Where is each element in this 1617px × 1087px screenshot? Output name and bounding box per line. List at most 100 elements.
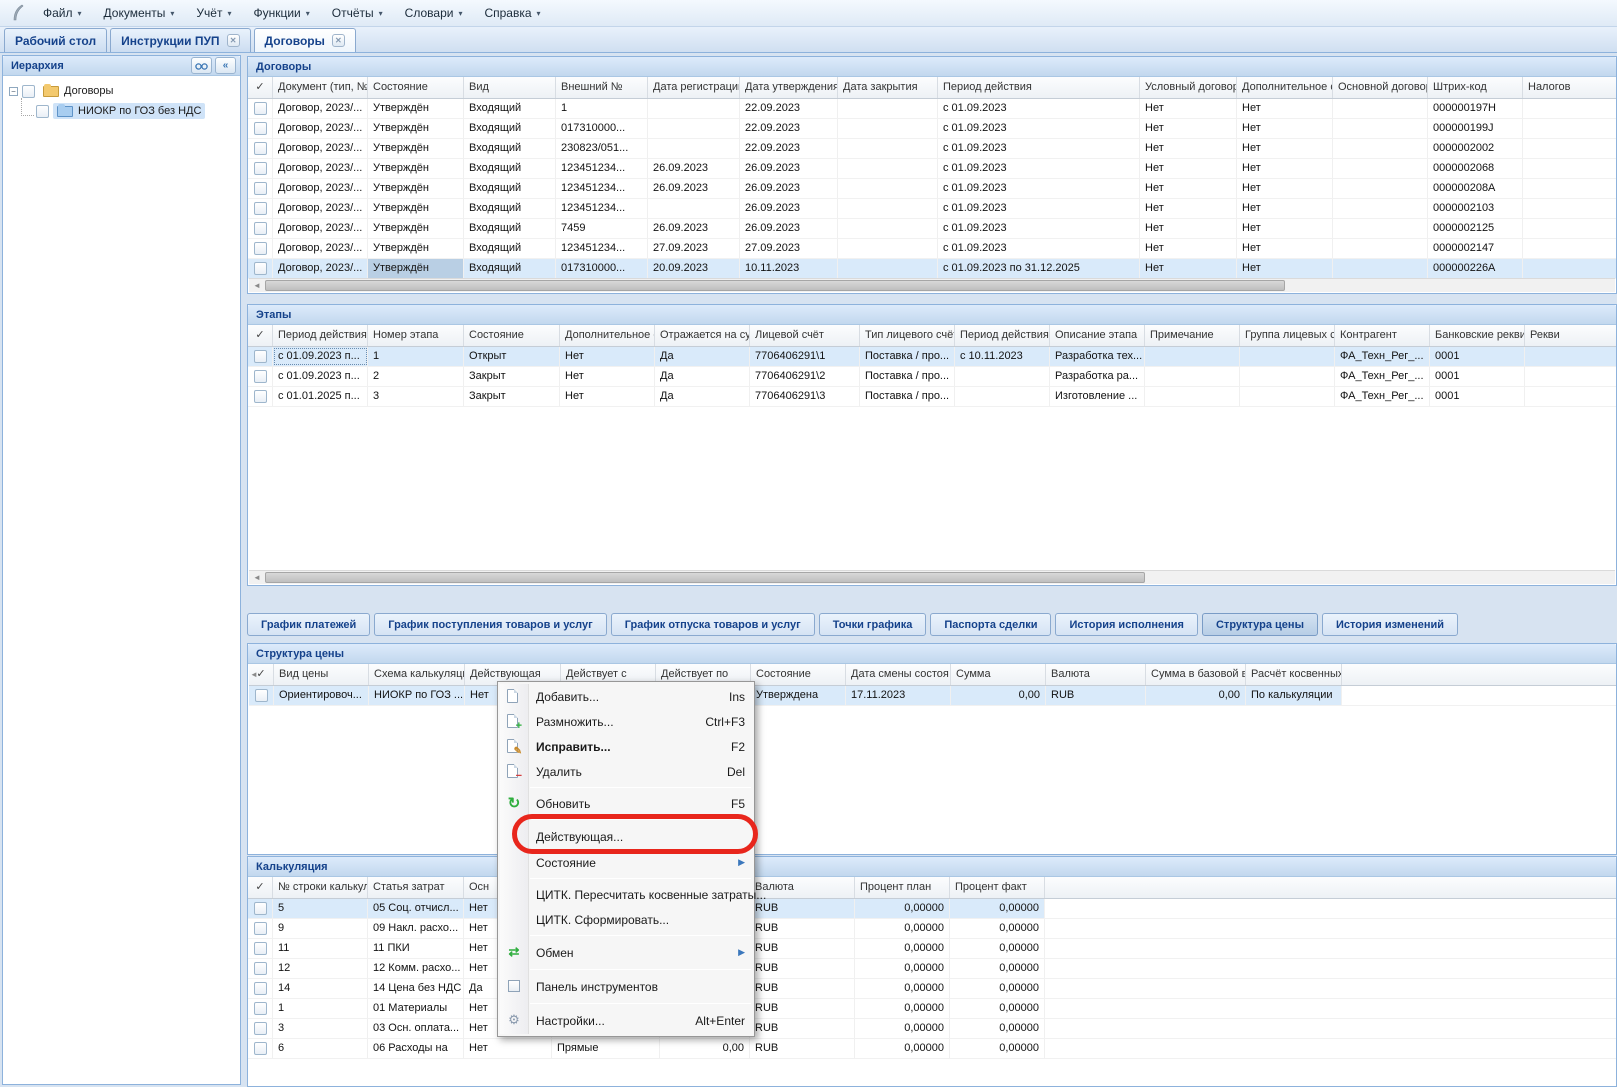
table-cell[interactable] — [1240, 367, 1335, 386]
table-cell[interactable] — [1525, 387, 1616, 406]
table-cell[interactable] — [1525, 367, 1616, 386]
menubar-item[interactable]: Отчёты ▾ — [321, 0, 394, 26]
row-checkbox-cell[interactable] — [248, 139, 273, 158]
table-cell[interactable]: 22.09.2023 — [740, 99, 838, 118]
table-row[interactable]: Договор, 2023/... Утверждён Входящий 123451… — [248, 159, 1616, 179]
table-cell[interactable]: Договор, 2023/... — [273, 219, 368, 238]
table-cell[interactable]: Нет — [1237, 219, 1333, 238]
table-cell[interactable] — [1333, 239, 1428, 258]
table-row[interactable]: Ориентировоч...НИОКР по ГОЗ ...Нет27.10.… — [249, 686, 1616, 706]
checkbox-icon[interactable] — [253, 122, 267, 135]
row-checkbox-cell[interactable] — [248, 939, 273, 958]
close-icon[interactable]: ✕ — [331, 34, 345, 47]
row-checkbox-cell[interactable] — [248, 99, 273, 118]
table-cell[interactable]: RUB — [1046, 686, 1146, 705]
context-menu-item[interactable]: Размножить... Ctrl+F3 — [498, 709, 754, 734]
menubar-item[interactable]: Файл ▾ — [32, 0, 93, 26]
table-cell[interactable] — [838, 139, 938, 158]
table-row[interactable]: Договор, 2023/... Утверждён Входящий 123451… — [248, 179, 1616, 199]
table-cell[interactable]: Входящий — [464, 239, 556, 258]
subtab-button[interactable]: График платежей — [247, 613, 371, 636]
table-cell[interactable] — [1523, 139, 1616, 158]
column-header[interactable]: Расчёт косвенных — [1246, 664, 1342, 685]
table-cell[interactable]: Утверждён — [368, 159, 464, 178]
table-cell[interactable] — [648, 139, 740, 158]
table-cell[interactable]: 0,00000 — [855, 999, 950, 1018]
table-cell[interactable]: Нет — [464, 1039, 552, 1058]
table-cell[interactable]: 26.09.2023 — [648, 179, 740, 198]
table-cell[interactable] — [1523, 199, 1616, 218]
table-cell[interactable]: Прямые — [552, 1039, 660, 1058]
subtab-button[interactable]: История исполнения — [1055, 613, 1198, 636]
tree-expander-icon[interactable]: − — [9, 86, 18, 96]
table-cell[interactable]: Договор, 2023/... — [273, 259, 368, 278]
table-cell[interactable]: 26.09.2023 — [740, 219, 838, 238]
context-menu-item[interactable]: ⇄ Обмен ▶ — [498, 939, 754, 966]
table-cell[interactable]: RUB — [750, 1019, 855, 1038]
table-cell[interactable]: Изготовление ... — [1050, 387, 1145, 406]
table-cell[interactable]: 0,00 — [1146, 686, 1246, 705]
row-checkbox-cell[interactable] — [248, 999, 273, 1018]
table-cell[interactable]: с 01.09.2023 п... — [273, 367, 368, 386]
table-cell[interactable]: Нет — [560, 367, 655, 386]
table-cell[interactable]: ФА_Техн_Рег_... — [1335, 367, 1430, 386]
table-cell[interactable]: НИОКР по ГОЗ ... — [369, 686, 465, 705]
table-row[interactable]: с 01.09.2023 п... 2 Закрыт Нет Да 7706406291\… — [248, 367, 1616, 387]
table-cell[interactable]: Нет — [1140, 259, 1237, 278]
table-cell[interactable]: 0,00000 — [950, 899, 1045, 918]
table-row[interactable]: 14 14 Цена без НДС Да RUB 0,00000 0,00000 — [248, 979, 1616, 999]
checkbox-icon[interactable] — [253, 1022, 267, 1035]
checkbox-icon[interactable] — [253, 982, 267, 995]
table-cell[interactable]: 03 Осн. оплата... — [368, 1019, 464, 1038]
search-icon[interactable] — [191, 57, 212, 74]
table-cell[interactable]: Утверждён — [368, 139, 464, 158]
table-row[interactable]: Договор, 2023/... Утверждён Входящий 7459 26… — [248, 219, 1616, 239]
column-header[interactable]: Дата регистрации. — [648, 77, 740, 98]
table-cell[interactable]: с 01.09.2023 по 31.12.2025 — [938, 259, 1140, 278]
table-cell[interactable]: 0,00000 — [950, 1019, 1045, 1038]
table-cell[interactable]: 26.09.2023 — [648, 219, 740, 238]
table-cell[interactable]: 0,00000 — [950, 979, 1045, 998]
checkbox-icon[interactable] — [253, 222, 267, 235]
menubar-item[interactable]: Функции ▾ — [242, 0, 320, 26]
table-cell[interactable]: Нет — [1140, 139, 1237, 158]
table-cell[interactable]: Разработка тех... — [1050, 347, 1145, 366]
checkbox-icon[interactable] — [253, 902, 267, 915]
table-cell[interactable]: Да — [655, 367, 750, 386]
table-cell[interactable]: 1 — [556, 99, 648, 118]
table-cell[interactable]: 6 — [273, 1039, 368, 1058]
checkbox-icon[interactable] — [253, 242, 267, 255]
table-cell[interactable]: Входящий — [464, 259, 556, 278]
table-row[interactable]: Договор, 2023/... Утверждён Входящий 017310… — [248, 259, 1616, 279]
row-checkbox-cell[interactable] — [248, 179, 273, 198]
column-header[interactable]: Период действия — [938, 77, 1140, 98]
table-cell[interactable]: Входящий — [464, 119, 556, 138]
row-checkbox-cell[interactable] — [248, 919, 273, 938]
table-cell[interactable]: 01 Материалы — [368, 999, 464, 1018]
table-cell[interactable]: Утверждён — [368, 239, 464, 258]
table-cell[interactable]: RUB — [750, 919, 855, 938]
table-cell[interactable]: Ориентировоч... — [274, 686, 369, 705]
column-header[interactable]: Дополнительное с — [560, 325, 655, 346]
checkbox-icon[interactable] — [253, 202, 267, 215]
table-cell[interactable]: Договор, 2023/... — [273, 119, 368, 138]
subtab-button[interactable]: Структура цены — [1201, 613, 1318, 636]
table-cell[interactable]: 9 — [273, 919, 368, 938]
row-checkbox-cell[interactable] — [248, 387, 273, 406]
row-checkbox-cell[interactable] — [248, 959, 273, 978]
scroll-thumb[interactable] — [265, 280, 1285, 291]
table-cell[interactable]: с 01.09.2023 — [938, 239, 1140, 258]
table-cell[interactable]: 05 Соц. отчисл... — [368, 899, 464, 918]
table-cell[interactable]: 20.09.2023 — [648, 259, 740, 278]
table-row[interactable]: Договор, 2023/... Утверждён Входящий 123451… — [248, 199, 1616, 219]
table-cell[interactable]: Нет — [1140, 179, 1237, 198]
table-cell[interactable]: Нет — [1237, 179, 1333, 198]
table-cell[interactable]: 017310000... — [556, 119, 648, 138]
column-header[interactable]: Группа лицевых сч — [1240, 325, 1335, 346]
table-cell[interactable]: Нет — [1237, 159, 1333, 178]
table-cell[interactable]: Нет — [1237, 99, 1333, 118]
context-menu-item[interactable]: Исправить... F2 — [498, 734, 754, 759]
scroll-left-arrow-icon[interactable]: ◄ — [253, 573, 261, 582]
column-header[interactable]: Период действия л — [955, 325, 1050, 346]
table-cell[interactable]: 3 — [368, 387, 464, 406]
